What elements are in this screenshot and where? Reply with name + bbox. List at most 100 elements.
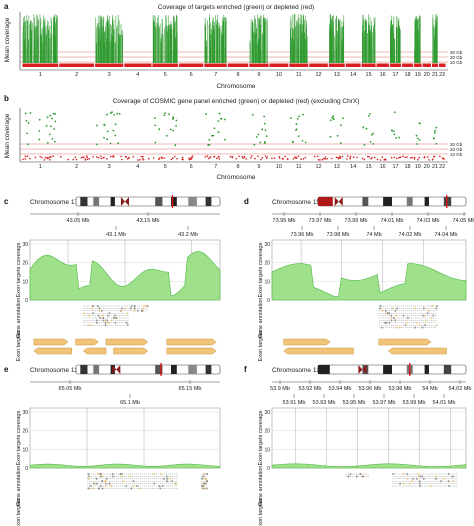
data-point	[34, 156, 37, 159]
gene-exon-block	[102, 317, 104, 319]
panel-b-threshold-label: 20 Gb	[450, 147, 463, 152]
gene-exon-block	[166, 480, 168, 483]
gene-exon-block	[419, 475, 422, 478]
data-point	[417, 137, 419, 140]
gene-exon-block	[141, 309, 143, 312]
gene-exon-block	[175, 482, 178, 485]
data-point	[342, 117, 344, 120]
depleted-band	[249, 63, 269, 67]
data-point	[302, 158, 305, 160]
gene-exon-block	[158, 485, 161, 487]
exon-target-arrow	[33, 347, 73, 355]
data-point	[336, 134, 339, 137]
data-point	[52, 112, 55, 115]
gene-exon-block	[452, 475, 454, 478]
data-point	[49, 133, 51, 136]
data-point	[410, 157, 412, 159]
data-point	[333, 118, 335, 121]
gene-exon-block	[421, 326, 424, 329]
data-point	[48, 156, 51, 159]
data-point	[176, 157, 178, 160]
data-point	[96, 156, 98, 158]
gene-exon-block	[88, 487, 90, 490]
data-point	[231, 156, 234, 159]
gene-exon-block	[120, 309, 123, 312]
depleted-band	[328, 63, 345, 67]
data-point	[29, 112, 32, 114]
chromosome-label: 16	[380, 72, 386, 78]
data-point	[218, 112, 221, 115]
ideogram-band	[443, 197, 452, 206]
data-point	[51, 138, 54, 140]
gene-exon-block	[392, 473, 394, 475]
data-point	[326, 157, 328, 160]
chromosome-label: 7	[214, 72, 217, 78]
data-point	[207, 144, 210, 147]
chromosome-label: 17	[392, 72, 398, 78]
data-point	[50, 155, 52, 158]
gene-exon-block	[108, 312, 111, 315]
data-point	[362, 126, 365, 129]
data-point	[106, 113, 108, 116]
gene-exon-block	[142, 309, 144, 312]
gene-exon-block	[100, 473, 102, 475]
data-point	[212, 134, 215, 137]
gene-exon-block	[406, 473, 408, 475]
gene-exon-block	[393, 317, 395, 319]
chromosome-title: Chromosome 17	[30, 199, 78, 206]
gene-exon-block	[452, 480, 454, 483]
coverage-axis-label: Exon targets coverage	[16, 410, 22, 465]
data-point	[419, 122, 421, 125]
exon-targets-label: Exon targets	[258, 330, 264, 361]
axis-tick-label: 65.05 Mb	[59, 386, 82, 392]
gene-exon-block	[402, 473, 405, 475]
data-point	[103, 124, 106, 127]
data-point	[324, 158, 327, 160]
gene-exon-block	[201, 485, 204, 487]
data-point	[296, 118, 299, 120]
data-point	[402, 155, 404, 158]
chromosome-label: 13	[334, 72, 340, 78]
data-point	[398, 136, 400, 139]
data-point	[282, 158, 285, 160]
data-point	[223, 118, 226, 121]
chromosome-label: 5	[164, 72, 167, 78]
gene-exon-block	[99, 317, 102, 319]
data-point	[24, 112, 27, 115]
data-point	[168, 113, 170, 116]
data-point	[49, 159, 51, 161]
gene-exon-block	[399, 326, 401, 329]
data-point	[154, 141, 157, 144]
chromosome-label: 22	[439, 164, 445, 170]
gene-exon-block	[203, 482, 206, 485]
gene-exon-block	[385, 321, 388, 324]
data-point	[54, 113, 57, 115]
coverage-tick-label: 10	[22, 447, 28, 453]
data-point	[154, 124, 157, 127]
depleted-band	[361, 63, 376, 67]
axis-tick-label: 74.01 Mb	[381, 218, 404, 224]
gene-exon-block	[114, 321, 117, 324]
chromosome-label: 1	[39, 164, 42, 170]
data-point	[84, 159, 87, 161]
gene-exon-block	[402, 482, 404, 485]
chromosome-label: 13	[334, 164, 340, 170]
coverage-tick-label: 30	[264, 410, 270, 416]
gene-exon-block	[394, 309, 397, 312]
gene-exon-block	[424, 324, 426, 327]
coverage-tick-label: 0	[267, 298, 270, 304]
data-point	[218, 158, 221, 160]
panel-b-letter: b	[4, 94, 9, 103]
gene-exon-block	[396, 307, 398, 310]
data-point	[423, 156, 426, 158]
data-point	[182, 158, 184, 161]
data-point	[154, 117, 156, 120]
data-point	[174, 155, 176, 158]
data-point	[158, 128, 161, 131]
data-point	[346, 158, 348, 160]
gene-exon-block	[90, 324, 92, 327]
gene-exon-block	[101, 309, 103, 312]
gene-exon-block	[432, 314, 434, 317]
gene-exon-block	[203, 487, 205, 490]
data-point	[172, 116, 175, 119]
